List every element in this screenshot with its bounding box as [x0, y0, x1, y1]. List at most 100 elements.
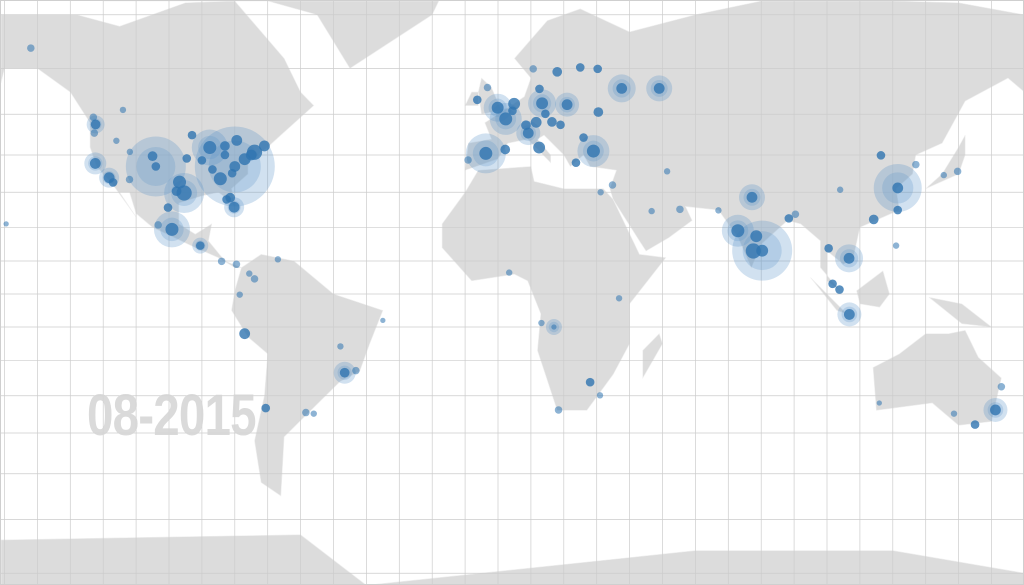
point-marker[interactable] [893, 205, 903, 215]
point-marker[interactable] [227, 168, 237, 178]
point-marker[interactable] [843, 252, 855, 264]
point-marker[interactable] [585, 377, 595, 387]
point-marker[interactable] [953, 167, 962, 176]
point-marker[interactable] [586, 144, 600, 158]
point-marker[interactable] [259, 140, 270, 152]
point-marker[interactable] [940, 171, 947, 179]
point-marker[interactable] [239, 328, 251, 340]
point-marker[interactable] [593, 107, 604, 117]
point-marker[interactable] [165, 222, 179, 236]
point-marker[interactable] [824, 244, 833, 253]
point-marker[interactable] [556, 120, 565, 130]
point-marker[interactable] [380, 317, 386, 324]
point-marker[interactable] [173, 175, 187, 189]
point-marker[interactable] [828, 279, 837, 289]
point-marker[interactable] [182, 154, 192, 163]
point-marker[interactable] [147, 151, 158, 161]
point-marker[interactable] [89, 113, 98, 121]
point-marker[interactable] [220, 150, 230, 160]
point-marker[interactable] [571, 158, 581, 167]
point-marker[interactable] [245, 149, 257, 161]
point-marker[interactable] [302, 408, 310, 417]
point-marker[interactable] [876, 151, 886, 160]
point-marker[interactable] [171, 186, 182, 197]
point-marker[interactable] [593, 64, 602, 74]
point-marker[interactable] [970, 420, 980, 429]
point-marker[interactable] [3, 221, 9, 227]
point-marker[interactable] [653, 83, 665, 94]
point-marker[interactable] [533, 141, 546, 154]
point-marker[interactable] [187, 130, 197, 140]
point-marker[interactable] [228, 201, 240, 213]
point-marker[interactable] [90, 129, 99, 137]
point-marker[interactable] [246, 270, 253, 277]
point-marker[interactable] [119, 106, 127, 114]
point-marker[interactable] [483, 83, 492, 92]
point-marker[interactable] [236, 291, 243, 298]
point-marker[interactable] [339, 367, 350, 378]
point-marker[interactable] [220, 141, 230, 151]
point-marker[interactable] [479, 146, 493, 160]
point-marker[interactable] [499, 112, 513, 126]
point-marker[interactable] [615, 295, 623, 302]
point-marker[interactable] [756, 244, 769, 257]
point-marker[interactable] [508, 106, 517, 116]
point-marker[interactable] [505, 269, 513, 276]
point-marker[interactable] [521, 120, 531, 131]
point-marker[interactable] [231, 134, 243, 146]
point-marker[interactable] [892, 182, 904, 194]
point-marker[interactable] [575, 63, 585, 72]
point-marker[interactable] [835, 285, 844, 294]
point-marker[interactable] [500, 144, 511, 155]
point-marker[interactable] [522, 127, 534, 139]
point-marker[interactable] [154, 221, 162, 229]
point-marker[interactable] [579, 133, 588, 142]
point-marker[interactable] [746, 191, 758, 203]
point-marker[interactable] [274, 256, 282, 263]
point-marker[interactable] [213, 172, 227, 186]
point-marker[interactable] [608, 181, 617, 189]
point-marker[interactable] [90, 119, 101, 130]
point-marker[interactable] [876, 400, 882, 406]
point-marker[interactable] [337, 343, 344, 350]
point-marker[interactable] [203, 141, 217, 155]
point-marker[interactable] [310, 410, 317, 417]
point-marker[interactable] [551, 324, 557, 330]
point-marker[interactable] [997, 383, 1006, 391]
point-marker[interactable] [208, 165, 217, 174]
point-marker[interactable] [648, 207, 655, 215]
point-marker[interactable] [554, 406, 563, 414]
point-marker[interactable] [151, 162, 161, 171]
point-marker[interactable] [464, 156, 472, 164]
point-marker[interactable] [663, 168, 671, 175]
point-marker[interactable] [541, 109, 550, 119]
point-marker[interactable] [261, 403, 271, 413]
point-marker[interactable] [232, 260, 241, 269]
point-marker[interactable] [561, 99, 573, 111]
point-marker[interactable] [868, 214, 879, 225]
point-marker[interactable] [530, 116, 542, 128]
point-marker[interactable] [535, 84, 544, 94]
point-marker[interactable] [126, 148, 134, 156]
point-marker[interactable] [89, 158, 101, 169]
point-marker[interactable] [491, 101, 504, 114]
point-marker[interactable] [950, 410, 958, 417]
point-marker[interactable] [990, 404, 1001, 416]
point-marker[interactable] [616, 83, 628, 94]
point-marker[interactable] [250, 275, 259, 283]
point-marker[interactable] [195, 241, 205, 250]
point-marker[interactable] [197, 156, 207, 165]
point-marker[interactable] [745, 243, 761, 259]
point-marker[interactable] [750, 230, 763, 243]
point-marker[interactable] [784, 214, 794, 223]
point-marker[interactable] [731, 224, 745, 238]
point-marker[interactable] [472, 95, 482, 105]
point-marker[interactable] [547, 117, 557, 127]
point-marker[interactable] [676, 205, 684, 214]
point-marker[interactable] [836, 186, 844, 193]
point-marker[interactable] [529, 65, 537, 73]
point-marker[interactable] [536, 97, 549, 110]
point-marker[interactable] [217, 257, 226, 266]
